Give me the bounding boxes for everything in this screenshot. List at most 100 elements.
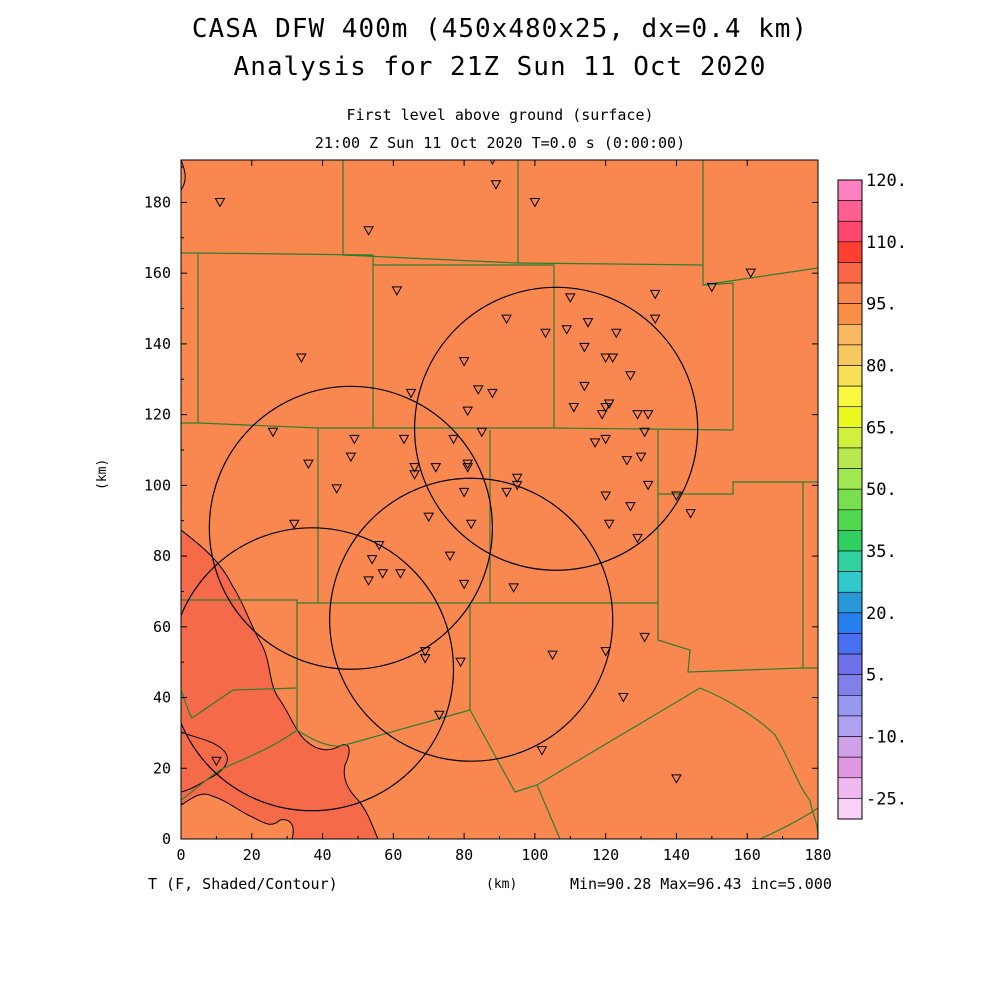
x-tick-label: 140	[663, 846, 690, 864]
colorbar-swatch	[837, 323, 863, 346]
colorbar-swatch	[837, 179, 863, 201]
station-marker	[568, 403, 580, 413]
radar-ring-1	[208, 385, 494, 670]
station-marker	[600, 403, 612, 413]
chart-title-line2: Analysis for 21Z Sun 11 Oct 2020	[233, 52, 767, 82]
station-marker	[458, 487, 470, 498]
chart-subtitle-level: First level above ground (surface)	[346, 106, 654, 124]
colorbar-swatch	[837, 756, 863, 779]
station-marker	[455, 657, 466, 668]
station-marker	[295, 353, 307, 364]
x-tick-label: 180	[804, 846, 831, 864]
colorbar-swatch	[837, 777, 863, 799]
station-marker	[363, 576, 374, 586]
station-marker	[642, 410, 654, 420]
y-tick-label: 160	[144, 264, 171, 282]
station-marker	[579, 381, 590, 392]
colorbar-label: 5.	[866, 666, 886, 686]
station-marker	[600, 491, 612, 501]
chart-title-line1: CASA DFW 400m (450x480x25, dx=0.4 km)	[191, 14, 809, 44]
y-axis: 0 20 40 60 80 100 120 140 160 180	[144, 166, 818, 848]
station-marker	[433, 710, 445, 721]
radar-ring-2	[181, 527, 455, 812]
x-axis: 0 20 40 60 80 100 120 140 160 180	[176, 160, 832, 864]
x-tick-label: 40	[314, 846, 332, 864]
x-tick-label: 120	[592, 846, 619, 864]
station-marker	[603, 519, 615, 530]
station-marker	[639, 427, 650, 438]
colorbar-swatch	[837, 344, 863, 366]
station-marker	[635, 452, 647, 463]
station-marker	[745, 268, 757, 279]
y-tick-label: 80	[153, 547, 171, 565]
station-marker	[303, 459, 314, 470]
colorbar-swatch	[837, 674, 863, 696]
contour-95	[181, 160, 186, 191]
colorbar-swatch	[837, 736, 863, 758]
station-marker	[395, 569, 406, 579]
colorbar-swatch	[837, 385, 863, 408]
station-marker	[600, 434, 612, 445]
station-marker	[448, 434, 459, 445]
station-marker	[288, 519, 300, 530]
colorbar-label: -25.	[866, 789, 907, 809]
station-marker	[501, 314, 512, 325]
colorbar-swatch	[837, 262, 863, 284]
y-tick-label: 100	[144, 476, 171, 494]
station-marker	[603, 399, 615, 410]
station-marker	[579, 342, 590, 353]
colorbar-swatch	[837, 427, 863, 449]
colorbar-label: 65.	[866, 418, 897, 438]
station-marker	[349, 434, 360, 445]
station-marker	[589, 438, 601, 448]
colorbar-swatch	[837, 530, 863, 552]
y-axis-label: (km)	[95, 458, 110, 490]
station-marker	[600, 353, 612, 364]
colorbar-swatch	[837, 406, 863, 428]
colorbar-swatch	[837, 282, 863, 304]
station-marker	[487, 388, 498, 399]
station-marker	[596, 410, 608, 420]
station-marker	[632, 410, 643, 420]
x-tick-label: 20	[243, 846, 261, 864]
station-marker	[490, 180, 502, 190]
colorbar-swatch	[837, 591, 863, 614]
station-marker	[462, 406, 474, 417]
colorbar-frame	[837, 179, 863, 820]
x-tick-label: 60	[384, 846, 402, 864]
station-marker	[409, 470, 420, 480]
colorbar-swatch	[837, 241, 863, 263]
station-marker	[391, 286, 403, 296]
station-marker	[610, 328, 622, 339]
station-marker	[373, 540, 385, 551]
station-marker	[476, 427, 488, 438]
station-marker	[462, 463, 474, 473]
colorbar-swatch	[837, 571, 863, 593]
colorbar-swatch	[837, 633, 863, 655]
station-marker	[211, 756, 222, 767]
colorbar-swatch	[837, 303, 863, 325]
station-marker	[621, 456, 633, 466]
station-marker	[366, 555, 378, 565]
colorbar-swatch	[837, 653, 863, 676]
colorbar-swatch	[837, 715, 863, 737]
radar-range-rings	[181, 286, 699, 812]
station-marker	[345, 452, 357, 463]
station-marker	[398, 434, 410, 445]
colorbar-label: 80.	[866, 357, 897, 377]
y-tick-label: 40	[153, 689, 171, 707]
colorbar-swatch	[837, 220, 863, 243]
station-marker	[331, 484, 343, 494]
station-marker	[536, 746, 548, 756]
x-tick-label: 0	[176, 846, 185, 864]
station-marker	[600, 647, 612, 657]
x-tick-label: 80	[455, 846, 473, 864]
colorbar-label: 120.	[866, 171, 907, 191]
station-marker	[508, 583, 520, 593]
x-tick-label: 160	[734, 846, 761, 864]
station-marker	[649, 289, 661, 300]
station-marker	[607, 353, 619, 364]
station-marker	[419, 647, 431, 657]
colorbar-swatch	[837, 488, 863, 511]
variable-label: T (F, Shaded/Contour)	[148, 875, 338, 893]
